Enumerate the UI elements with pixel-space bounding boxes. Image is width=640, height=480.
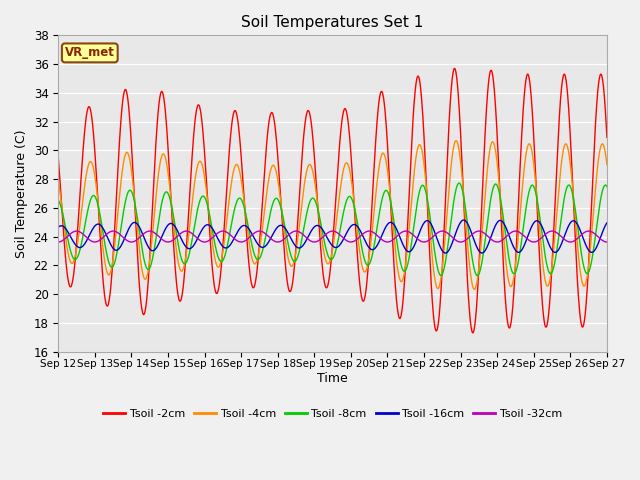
Tsoil -4cm: [177, 267, 184, 273]
Tsoil -4cm: [418, 146, 426, 152]
Text: VR_met: VR_met: [65, 47, 115, 60]
Tsoil -4cm: [238, 180, 246, 186]
Tsoil -16cm: [539, 225, 547, 230]
Tsoil -16cm: [460, 217, 467, 223]
Tsoil -2cm: [539, 302, 547, 308]
Tsoil -8cm: [539, 235, 547, 240]
Legend: Tsoil -2cm, Tsoil -4cm, Tsoil -8cm, Tsoil -16cm, Tsoil -32cm: Tsoil -2cm, Tsoil -4cm, Tsoil -8cm, Tsoi…: [99, 405, 566, 423]
Line: Tsoil -32cm: Tsoil -32cm: [58, 231, 607, 242]
Y-axis label: Soil Temperature (C): Soil Temperature (C): [15, 129, 28, 258]
Tsoil -2cm: [490, 84, 498, 90]
Tsoil -2cm: [469, 330, 477, 336]
Tsoil -2cm: [418, 96, 426, 102]
Tsoil -2cm: [177, 298, 184, 304]
Tsoil -16cm: [163, 224, 171, 229]
Tsoil -16cm: [418, 224, 426, 230]
Tsoil -16cm: [54, 224, 62, 230]
Line: Tsoil -4cm: Tsoil -4cm: [58, 141, 607, 289]
Tsoil -2cm: [238, 160, 246, 166]
Tsoil -4cm: [603, 162, 611, 168]
Tsoil -4cm: [54, 178, 62, 183]
Tsoil -8cm: [455, 180, 463, 186]
Tsoil -16cm: [177, 234, 184, 240]
Tsoil -32cm: [163, 239, 171, 245]
Tsoil -8cm: [603, 184, 611, 190]
Tsoil -2cm: [451, 66, 458, 72]
Tsoil -8cm: [418, 183, 426, 189]
Tsoil -32cm: [490, 238, 497, 244]
Tsoil -32cm: [54, 239, 62, 245]
Tsoil -8cm: [238, 197, 246, 203]
Tsoil -2cm: [603, 134, 611, 140]
Tsoil -16cm: [442, 250, 449, 256]
Line: Tsoil -8cm: Tsoil -8cm: [58, 183, 607, 276]
Line: Tsoil -2cm: Tsoil -2cm: [58, 69, 607, 333]
X-axis label: Time: Time: [317, 372, 348, 385]
Line: Tsoil -16cm: Tsoil -16cm: [58, 220, 607, 253]
Tsoil -2cm: [163, 128, 171, 134]
Tsoil -32cm: [603, 239, 611, 245]
Tsoil -4cm: [539, 259, 547, 264]
Tsoil -16cm: [603, 220, 611, 226]
Tsoil -32cm: [73, 228, 81, 234]
Tsoil -8cm: [163, 189, 171, 195]
Tsoil -16cm: [238, 224, 246, 229]
Tsoil -4cm: [452, 138, 460, 144]
Title: Soil Temperatures Set 1: Soil Temperatures Set 1: [241, 15, 424, 30]
Tsoil -4cm: [470, 287, 478, 292]
Tsoil -2cm: [54, 155, 62, 160]
Tsoil -32cm: [418, 239, 426, 244]
Tsoil -4cm: [490, 141, 498, 147]
Tsoil -8cm: [177, 252, 184, 257]
Tsoil -8cm: [474, 273, 481, 278]
Tsoil -8cm: [54, 197, 62, 203]
Tsoil -32cm: [177, 230, 184, 236]
Tsoil -32cm: [538, 234, 546, 240]
Tsoil -16cm: [490, 226, 498, 231]
Tsoil -8cm: [490, 183, 498, 189]
Tsoil -4cm: [163, 163, 171, 168]
Tsoil -32cm: [238, 239, 246, 245]
